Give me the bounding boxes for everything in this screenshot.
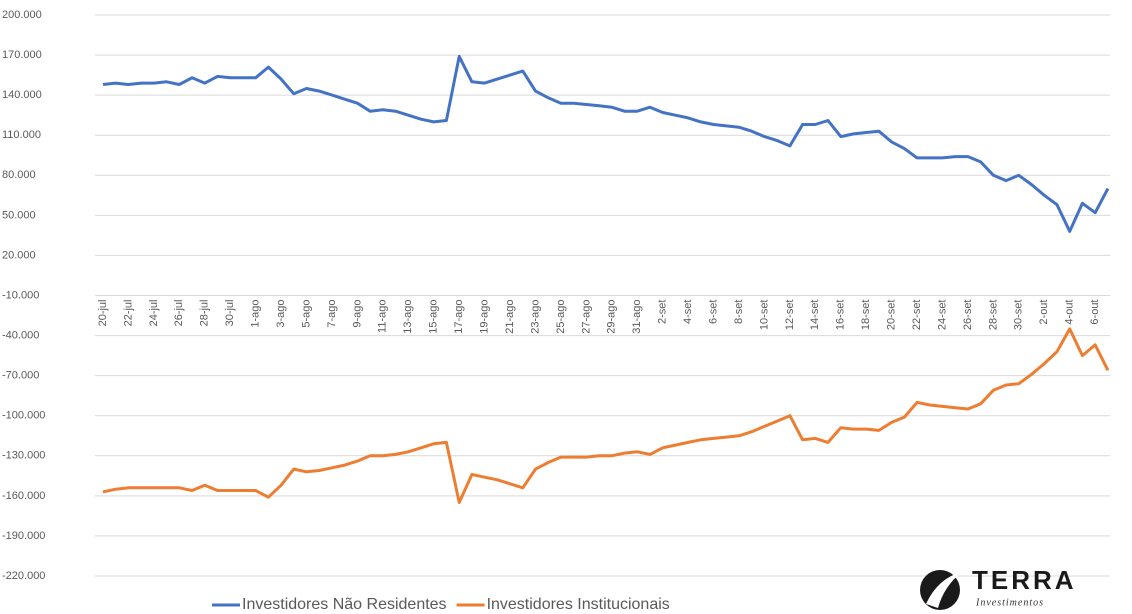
x-tick-label: 31-ago (631, 300, 643, 334)
x-tick-label: 22-jul (122, 300, 134, 327)
x-tick-label: 17-ago (453, 300, 465, 334)
series-line (102, 54, 1110, 233)
x-tick-label: 11-ago (377, 300, 389, 333)
x-tick-label: 13-ago (402, 300, 414, 334)
x-tick-label: 9-ago (351, 300, 363, 328)
x-tick-label: 18-set (860, 300, 872, 331)
y-tick-label: 170.000 (2, 49, 42, 61)
x-tick-label: 1-ago (250, 300, 262, 328)
x-tick-label: 2-set (657, 300, 669, 324)
logo: TERRA Investimentos (920, 565, 1077, 610)
x-tick-label: 26-jul (173, 300, 185, 327)
plot: 200.000 170.000 140.000 110.000 80.000 50.000… (2, 9, 1110, 613)
x-tick-label: 27-ago (580, 300, 592, 334)
y-tick-label: 20.000 (2, 249, 36, 261)
x-tick-label: 19-ago (479, 299, 491, 333)
legend-label: Investidores Institucionais (487, 596, 670, 613)
x-tick-label: 5-ago (300, 300, 312, 328)
x-tick-label: 24-jul (148, 300, 160, 327)
x-tick-label: 30-jul (224, 300, 236, 327)
series-line (102, 327, 1110, 504)
y-tick-label: 140.000 (2, 89, 42, 101)
x-tick-label: 15-ago (428, 300, 440, 334)
x-tick-label: 23-ago (529, 300, 541, 334)
x-tick-label: 20-jul (97, 300, 109, 327)
x-tick-label: 16-set (835, 300, 847, 331)
x-tick-label: 4-set (682, 300, 694, 324)
y-tick-label: 80.000 (2, 169, 36, 181)
x-tick-label: 21-ago (504, 300, 516, 334)
x-tick-label: 26-set (962, 300, 974, 331)
x-tick-label: 4-out (1064, 300, 1076, 325)
x-tick-label: 10-set (758, 300, 770, 331)
x-tick-label: 12-set (784, 300, 796, 331)
x-tick-label: 3-ago (275, 300, 287, 328)
x-tick-label: 20-set (886, 300, 898, 331)
y-tick-label: -10.000 (2, 289, 39, 301)
x-tick-label: 8-set (733, 300, 745, 324)
x-tick-label: 30-set (1013, 300, 1025, 331)
x-tick-label: 6-set (707, 300, 719, 324)
logo-tagline: Investimentos (975, 597, 1044, 608)
x-tick-label: 2-out (1038, 300, 1050, 325)
x-tick-label: 29-ago (606, 300, 618, 334)
x-tick-label: 28-jul (199, 300, 211, 327)
y-tick-label: -130.000 (2, 450, 45, 462)
x-tick-label: 25-ago (555, 300, 567, 334)
y-tick-label: -100.000 (2, 410, 45, 422)
y-tick-label: -160.000 (2, 490, 45, 502)
legend-label: Investidores Não Residentes (242, 596, 447, 613)
x-tick-label: 24-set (936, 300, 948, 331)
y-tick-label: 50.000 (2, 209, 36, 221)
y-tick-label: 110.000 (2, 129, 41, 141)
x-tick-label: 6-out (1089, 300, 1101, 325)
y-tick-label: -40.000 (2, 329, 39, 341)
y-tick-label: 200.000 (2, 9, 42, 21)
x-tick-label: 7-ago (326, 300, 338, 328)
y-tick-label: -220.000 (2, 570, 45, 582)
x-tick-label: 28-set (987, 300, 999, 331)
logo-swoosh (926, 572, 962, 608)
x-tick-label: 14-set (809, 300, 821, 331)
x-tick-label: 22-set (911, 300, 923, 331)
logo-name: TERRA (972, 565, 1077, 595)
y-tick-label: -190.000 (2, 530, 45, 542)
y-tick-label: -70.000 (2, 370, 39, 382)
